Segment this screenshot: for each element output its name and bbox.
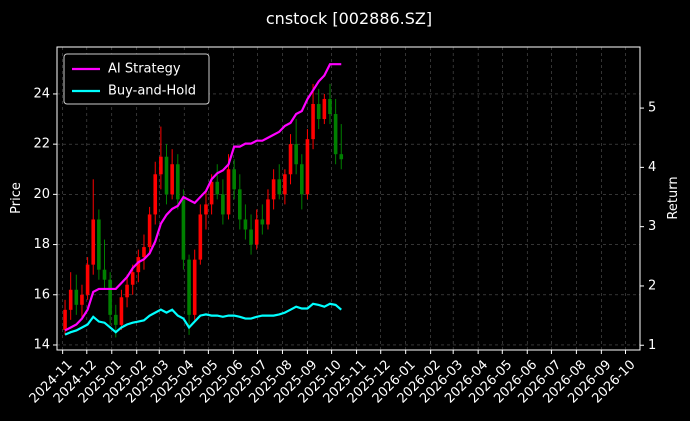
candle-body xyxy=(260,219,265,225)
candle-body xyxy=(339,154,344,160)
y2-axis-label: Return xyxy=(666,176,681,219)
candle-body xyxy=(243,219,248,230)
candle-body xyxy=(113,314,118,325)
chart-title: cnstock [002886.SZ] xyxy=(266,9,432,28)
legend-box xyxy=(63,53,210,105)
candle-body xyxy=(215,181,220,195)
candle-body xyxy=(283,174,287,195)
y2-tick-label: 2 xyxy=(648,278,656,293)
candle-body xyxy=(85,264,90,295)
candle-body xyxy=(311,103,315,140)
candle-body xyxy=(288,144,293,175)
candle-body xyxy=(237,189,242,220)
candle-body xyxy=(142,247,146,258)
candle-body xyxy=(119,297,124,325)
candle-body xyxy=(147,214,152,248)
candle-body xyxy=(266,199,270,225)
candle-body xyxy=(277,179,282,195)
y-tick-label: 14 xyxy=(33,337,50,352)
candle-body xyxy=(136,257,141,273)
y2-tick-label: 4 xyxy=(648,160,656,175)
candle-body xyxy=(91,219,96,265)
candle-body xyxy=(108,279,112,315)
candle-body xyxy=(181,199,186,260)
candle-body xyxy=(204,204,208,215)
candle-body xyxy=(192,259,197,315)
candle-body xyxy=(187,259,191,315)
candle-body xyxy=(164,156,169,195)
y-tick-label: 18 xyxy=(33,237,50,252)
candle-body xyxy=(221,194,225,215)
candle-body xyxy=(333,114,338,155)
candle-body xyxy=(97,219,101,270)
candle-body xyxy=(130,272,135,285)
y2-tick-label: 5 xyxy=(648,101,656,116)
y2-tick-label: 3 xyxy=(648,219,656,234)
candle-body xyxy=(80,294,84,305)
candle-body xyxy=(175,164,180,200)
candle-body xyxy=(170,164,174,195)
candle-body xyxy=(322,98,327,120)
candle-body xyxy=(299,164,304,195)
candle-body xyxy=(102,269,107,280)
candle-body xyxy=(316,103,321,120)
candle-body xyxy=(63,309,67,330)
return-line xyxy=(64,63,342,332)
candle-body xyxy=(209,181,214,205)
legend-label: AI Strategy xyxy=(108,62,181,77)
candle-body xyxy=(226,169,231,215)
y-axis-label: Price xyxy=(9,182,24,214)
candle-body xyxy=(271,179,276,200)
legend-label: Buy-and-Hold xyxy=(108,84,196,99)
candle-body xyxy=(159,156,163,175)
candle-body xyxy=(68,289,73,310)
candle-body xyxy=(198,214,203,260)
y-tick-label: 24 xyxy=(33,86,50,101)
candle-body xyxy=(74,289,79,305)
candle-body xyxy=(328,98,332,115)
candle-body xyxy=(305,139,310,195)
candle-body xyxy=(294,144,298,165)
y-tick-label: 20 xyxy=(33,187,50,202)
candle-body xyxy=(153,174,158,215)
return-line xyxy=(64,302,342,336)
plot-frame xyxy=(56,46,641,351)
y-tick-label: 22 xyxy=(33,137,50,152)
y-tick-label: 16 xyxy=(33,287,50,302)
candle-body xyxy=(254,219,259,245)
candle-body xyxy=(249,229,253,245)
y2-tick-label: 1 xyxy=(648,338,656,353)
candle-body xyxy=(232,169,236,190)
candle-body xyxy=(125,284,129,298)
